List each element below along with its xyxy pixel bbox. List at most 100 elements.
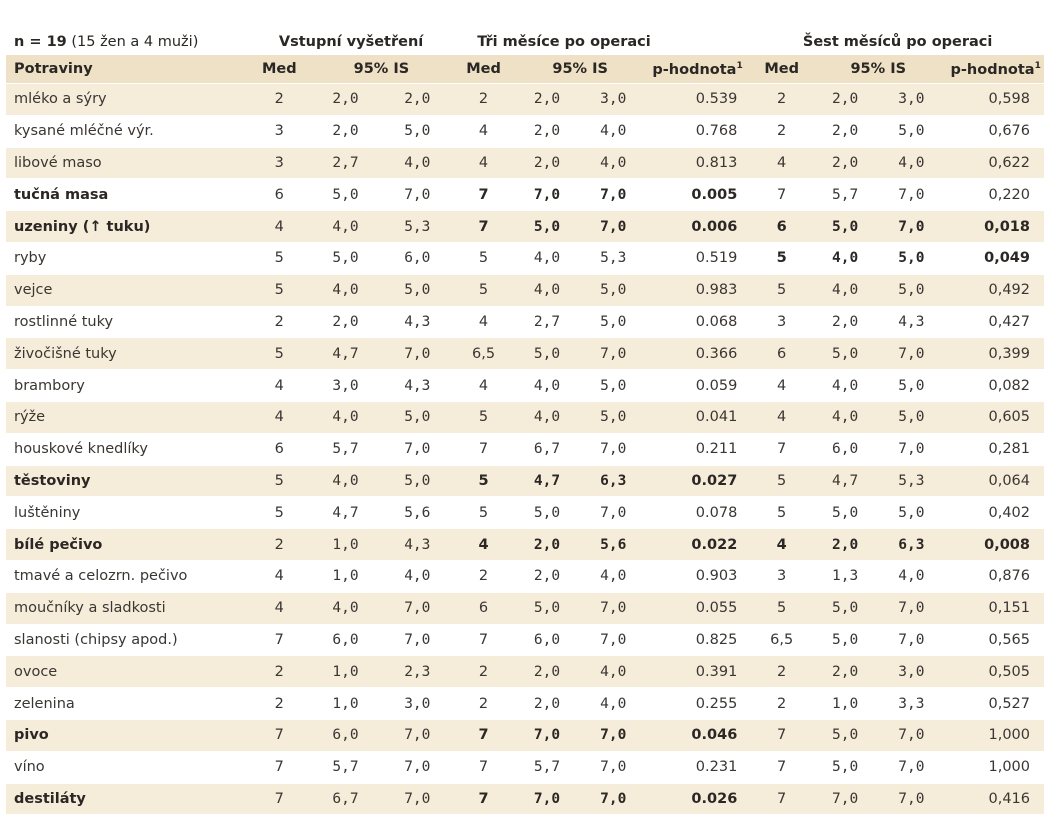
cell-m6-lo: 5,0 <box>812 624 878 656</box>
cell-b-med: 7 <box>249 751 310 783</box>
cell-m6-p: 0,220 <box>945 179 1044 211</box>
cell-m3-p: 0.391 <box>646 656 751 688</box>
cell-m6-p: 0,018 <box>945 211 1044 243</box>
cell-b-med: 5 <box>249 497 310 529</box>
cell-food: uzeniny (↑ tuku) <box>6 211 249 243</box>
cell-food: destiláty <box>6 783 249 814</box>
cell-m3-med: 7 <box>453 211 514 243</box>
cell-m3-p: 0.055 <box>646 592 751 624</box>
cell-m3-med: 6,5 <box>453 338 514 370</box>
diet-table-container: n = 19 (15 žen a 4 muži) Vstupní vyšetře… <box>6 28 1044 814</box>
cell-m6-med: 7 <box>751 751 812 783</box>
cell-b-hi: 4,0 <box>381 147 453 179</box>
cell-m3-med: 4 <box>453 370 514 402</box>
cell-b-lo: 1,0 <box>310 529 382 561</box>
cell-m3-med: 5 <box>453 465 514 497</box>
cell-b-lo: 5,0 <box>310 242 382 274</box>
col-pval-6m: p-hodnota1 <box>945 55 1044 84</box>
cell-m6-lo: 4,0 <box>812 274 878 306</box>
cell-m6-hi: 7,0 <box>878 179 944 211</box>
group-six-months: Šest měsíců po operaci <box>751 28 1044 55</box>
cell-b-lo: 6,0 <box>310 624 382 656</box>
cell-m6-lo: 2,0 <box>812 115 878 147</box>
cell-m6-lo: 6,0 <box>812 433 878 465</box>
cell-m6-lo: 5,0 <box>812 719 878 751</box>
cell-b-med: 4 <box>249 592 310 624</box>
cell-b-lo: 1,0 <box>310 688 382 720</box>
col-food: Potraviny <box>6 55 249 84</box>
cell-m6-hi: 3,0 <box>878 656 944 688</box>
cell-m6-p: 0,281 <box>945 433 1044 465</box>
cell-m3-p: 0.539 <box>646 84 751 116</box>
cell-m3-med: 2 <box>453 84 514 116</box>
cell-m6-med: 7 <box>751 719 812 751</box>
col-pval-3m-label: p-hodnota <box>652 61 736 77</box>
cell-b-lo: 4,0 <box>310 211 382 243</box>
cell-m6-p: 0,676 <box>945 115 1044 147</box>
cell-b-hi: 5,6 <box>381 497 453 529</box>
cell-b-hi: 2,0 <box>381 84 453 116</box>
cell-b-hi: 7,0 <box>381 751 453 783</box>
cell-m3-hi: 6,3 <box>580 465 646 497</box>
cell-m6-hi: 3,0 <box>878 84 944 116</box>
cell-b-lo: 4,0 <box>310 592 382 624</box>
cell-m6-med: 5 <box>751 465 812 497</box>
cell-m3-med: 4 <box>453 115 514 147</box>
cell-m6-p: 0,605 <box>945 401 1044 433</box>
cell-m6-lo: 1,0 <box>812 688 878 720</box>
cell-food: tmavé a celozrn. pečivo <box>6 560 249 592</box>
cell-food: vejce <box>6 274 249 306</box>
cell-m6-med: 4 <box>751 370 812 402</box>
cell-b-lo: 4,0 <box>310 401 382 433</box>
cell-m3-hi: 5,6 <box>580 529 646 561</box>
cell-m6-lo: 4,0 <box>812 401 878 433</box>
cell-food: libové maso <box>6 147 249 179</box>
cell-m6-hi: 5,0 <box>878 401 944 433</box>
cell-b-lo: 4,7 <box>310 497 382 529</box>
cell-m6-med: 6 <box>751 338 812 370</box>
cell-b-hi: 7,0 <box>381 719 453 751</box>
cell-m6-med: 2 <box>751 115 812 147</box>
cell-m3-lo: 2,0 <box>514 656 580 688</box>
cell-m6-p: 0,505 <box>945 656 1044 688</box>
cell-m6-lo: 1,3 <box>812 560 878 592</box>
cell-m3-lo: 5,7 <box>514 751 580 783</box>
group-baseline: Vstupní vyšetření <box>249 28 453 55</box>
cell-m3-med: 6 <box>453 592 514 624</box>
cell-b-med: 5 <box>249 242 310 274</box>
cell-m6-p: 0,082 <box>945 370 1044 402</box>
cell-food: zelenina <box>6 688 249 720</box>
cell-m6-lo: 5,0 <box>812 211 878 243</box>
cell-m6-med: 2 <box>751 84 812 116</box>
cell-m6-p: 0,527 <box>945 688 1044 720</box>
cell-b-hi: 6,0 <box>381 242 453 274</box>
cell-m6-hi: 4,0 <box>878 147 944 179</box>
cell-m6-hi: 7,0 <box>878 338 944 370</box>
cell-m3-med: 5 <box>453 401 514 433</box>
cell-b-hi: 7,0 <box>381 624 453 656</box>
cell-m3-lo: 2,0 <box>514 147 580 179</box>
cell-m3-med: 2 <box>453 656 514 688</box>
cell-m3-hi: 7,0 <box>580 338 646 370</box>
cell-b-hi: 4,0 <box>381 560 453 592</box>
cell-food: bílé pečivo <box>6 529 249 561</box>
col-pval-3m-footnote: 1 <box>736 61 742 71</box>
cell-food: pivo <box>6 719 249 751</box>
cell-b-med: 5 <box>249 465 310 497</box>
cell-m6-lo: 5,7 <box>812 179 878 211</box>
col-med-baseline: Med <box>249 55 310 84</box>
cell-m3-lo: 6,0 <box>514 624 580 656</box>
cell-b-lo: 4,7 <box>310 338 382 370</box>
cell-m6-p: 0,416 <box>945 783 1044 814</box>
cell-m6-lo: 2,0 <box>812 529 878 561</box>
cell-m6-lo: 7,0 <box>812 783 878 814</box>
cell-m3-p: 0.026 <box>646 783 751 814</box>
cell-b-med: 2 <box>249 306 310 338</box>
cell-m3-med: 7 <box>453 624 514 656</box>
